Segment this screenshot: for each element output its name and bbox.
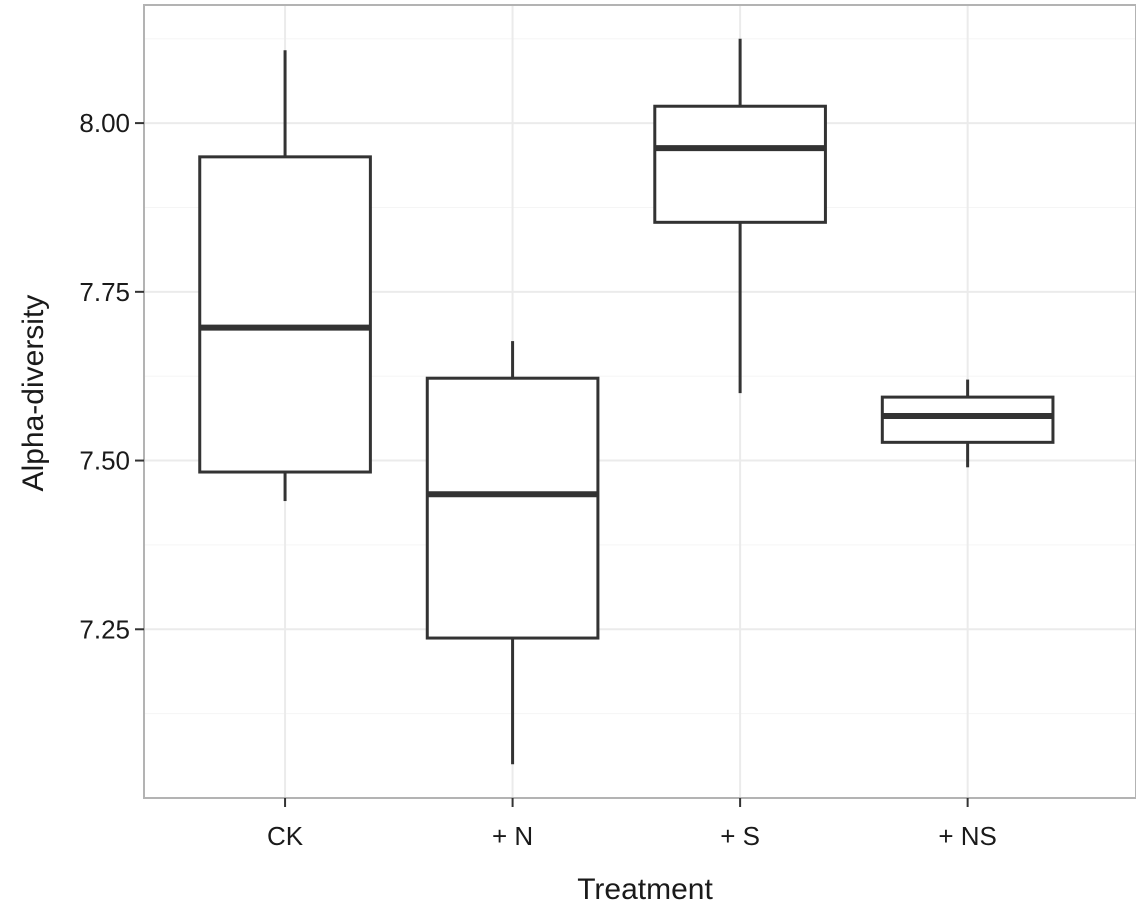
box-2 [425, 341, 600, 765]
box-3 [653, 38, 827, 394]
box-iqr [198, 155, 372, 474]
y-tick-label: 8.00 [79, 108, 130, 138]
x-axis-title: Treatment [577, 873, 713, 906]
x-tick-label: CK [267, 821, 304, 851]
box-iqr [653, 104, 827, 224]
box-4 [880, 379, 1055, 468]
axis-layer: 7.25 7.50 7.75 8.00 CK + N + S + NS [79, 108, 997, 851]
y-tick-label: 7.50 [79, 446, 130, 476]
box-iqr [880, 395, 1055, 444]
box-iqr [425, 376, 600, 640]
box-layer [198, 38, 1055, 765]
x-tick-label: + NS [938, 821, 997, 851]
x-tick-label: + N [492, 821, 533, 851]
y-tick-label: 7.25 [79, 614, 130, 644]
y-axis-title: Alpha-diversity [17, 295, 50, 492]
plot-panel [143, 4, 1136, 799]
y-tick-label: 7.75 [79, 277, 130, 307]
box-1 [198, 50, 372, 502]
x-tick-label: + S [720, 821, 760, 851]
